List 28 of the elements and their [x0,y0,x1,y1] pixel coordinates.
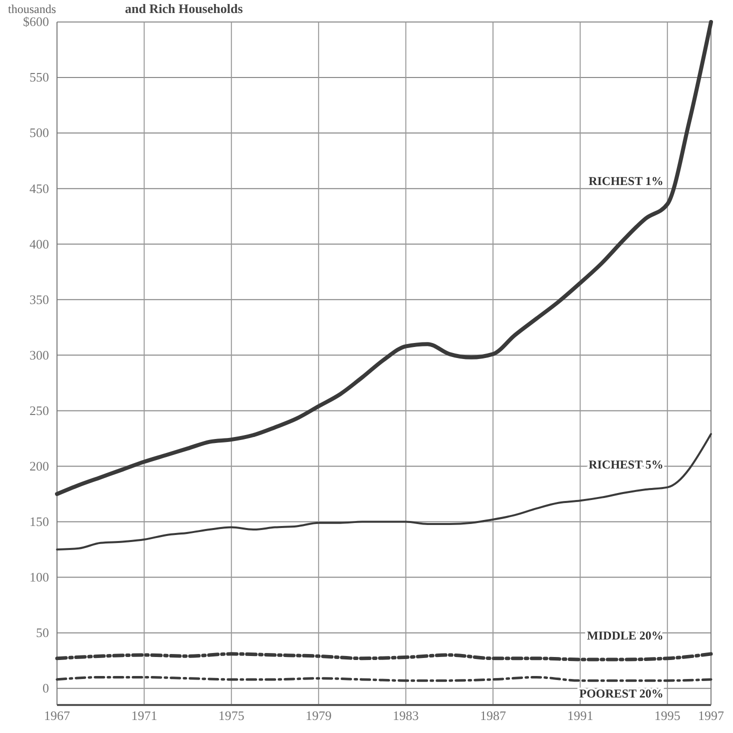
y-tick-label: $600 [23,14,49,30]
chart-title: and Rich Households [125,1,243,16]
y-tick-label: 150 [30,514,49,529]
x-tick-label: 1997 [698,708,724,724]
x-tick-label: 1971 [131,708,158,724]
x-tick-label: 1983 [392,708,419,724]
series-label: RICHEST 1% [588,174,664,188]
x-tick-label: 1987 [480,708,506,724]
y-tick-label: 350 [30,292,49,307]
line-series [56,433,712,551]
y-tick-label: 400 [30,236,49,252]
series-label: POOREST 20% [579,686,664,701]
x-tick-label: 1975 [218,708,244,724]
x-tick-label: 1995 [654,708,680,724]
x-tick-label: 1967 [44,708,70,724]
y-tick-label: 450 [30,180,49,196]
y-tick-label: 300 [30,347,49,362]
x-tick-label: 1991 [567,708,594,724]
line-series [55,20,713,496]
y-tick-label: 500 [30,125,49,140]
y-tick-label: 200 [30,458,49,474]
y-tick-label: 50 [36,624,49,640]
y-tick-label: 250 [30,402,49,418]
x-tick-label: 1979 [306,708,332,724]
y-axis-title: thousands [8,2,56,16]
y-tick-label: 550 [30,70,49,85]
y-tick-label: 0 [42,680,49,696]
y-tick-label: 100 [30,569,49,584]
